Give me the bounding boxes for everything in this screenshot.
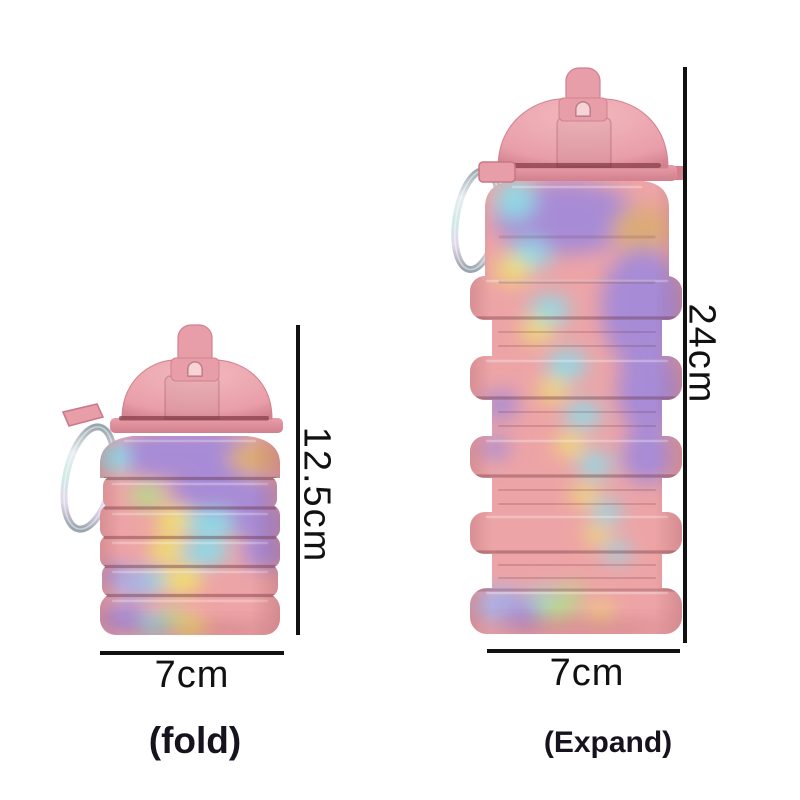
cap-seam-line <box>505 163 661 168</box>
cap-latch <box>164 375 220 420</box>
cap-latch <box>556 117 612 168</box>
folded-bottle-photo <box>60 324 283 635</box>
folded-caption: (fold) <box>148 720 242 761</box>
straw-tab-hole <box>575 101 591 117</box>
cap-rim <box>487 165 677 181</box>
expanded-width-label: 7cm <box>549 652 625 694</box>
bottle-cap <box>61 324 283 433</box>
carabiner-strap <box>478 161 516 183</box>
folded-height-line <box>296 325 300 635</box>
folded-width-label: 7cm <box>154 654 230 696</box>
expanded-caption: (Expand) <box>543 726 673 759</box>
expanded-height-label: 24cm <box>680 303 723 405</box>
expanded-height-line <box>683 67 687 643</box>
bottle-body <box>100 436 280 635</box>
expanded-bottle-photo <box>451 67 685 634</box>
expanded-width-line <box>487 649 680 653</box>
bottle-cap <box>478 67 685 183</box>
straw-tab-hole <box>187 361 203 377</box>
carabiner-strap <box>61 403 105 427</box>
folded-height-label: 12.5cm <box>295 426 338 564</box>
cap-rim <box>110 418 283 433</box>
folded-width-line <box>100 651 284 655</box>
bottle-body <box>470 181 682 634</box>
cap-seam-line <box>119 416 269 421</box>
